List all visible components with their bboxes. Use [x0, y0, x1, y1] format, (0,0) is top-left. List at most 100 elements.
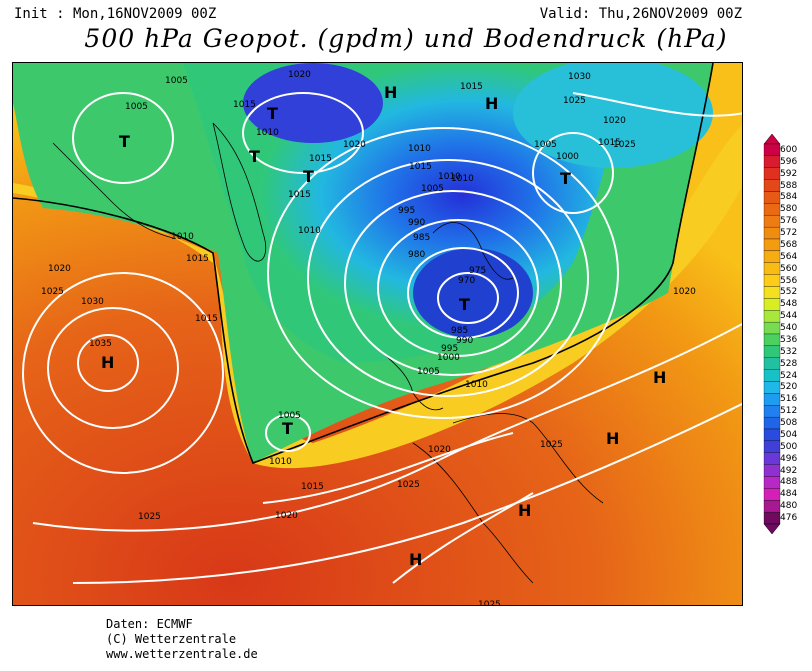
isobar-label: 1025 — [563, 96, 586, 106]
colorbar-swatch — [763, 191, 781, 204]
valid-time: Valid: Thu,26NOV2009 00Z — [539, 6, 742, 22]
colorbar-swatch — [763, 511, 781, 525]
colorbar-swatch — [763, 203, 781, 216]
colorbar-label: 580 — [780, 204, 798, 215]
colorbar-label: 556 — [780, 275, 798, 286]
colorbar-swatch — [763, 238, 781, 252]
colorbar-bottom-arrow — [763, 523, 781, 534]
high-center-symbol: H — [518, 501, 531, 520]
colorbar-swatch — [763, 310, 781, 323]
deep-low-region — [243, 63, 383, 143]
colorbar-label: 512 — [780, 406, 798, 417]
isobar-label: 980 — [408, 250, 425, 260]
low-center-symbol: T — [267, 104, 278, 123]
colorbar-label: 524 — [780, 370, 798, 381]
isobar-label: 1005 — [421, 184, 444, 194]
isobar-label: 1015 — [233, 100, 256, 110]
isobar-label: 1020 — [288, 70, 311, 80]
isobar-labels: 1005 1005 1020 1015 1030 1025 1020 1015 … — [41, 70, 696, 605]
colorbar-label: 588 — [780, 180, 798, 191]
colorbar-swatch — [763, 464, 781, 477]
colorbar-label: 520 — [780, 382, 798, 393]
colorbar-label: 540 — [780, 323, 798, 334]
init-time: Init : Mon,16NOV2009 00Z — [14, 6, 217, 22]
colorbar-label: 600 — [780, 144, 798, 155]
colorbar-label: 532 — [780, 346, 798, 357]
isobar-label: 1020 — [343, 140, 366, 150]
colorbar-label: 516 — [780, 394, 798, 405]
isobar-label: 990 — [456, 336, 473, 346]
isobar-label: 1025 — [397, 480, 420, 490]
low-center-symbol: T — [303, 167, 314, 186]
isobar-label: 1020 — [48, 264, 71, 274]
isobar-label: 1020 — [673, 287, 696, 297]
chart-title: 500 hPa Geopot. (gpdm) und Bodendruck (h… — [84, 24, 728, 53]
footer-data-source: Daten: ECMWF — [106, 617, 193, 631]
high-center-symbol: H — [384, 83, 397, 102]
isobar-label: 1030 — [568, 72, 591, 82]
colorbar-swatch — [763, 357, 781, 370]
colorbar-label: 476 — [780, 513, 798, 524]
isobar-label: 995 — [441, 344, 458, 354]
isobar-label: 1005 — [125, 102, 148, 112]
colorbar-swatch — [763, 488, 781, 501]
colorbar-swatch — [763, 262, 781, 275]
colorbar-label: 500 — [780, 441, 798, 452]
isobar-label: 1015 — [409, 162, 432, 172]
weather-map[interactable]: 1005 1005 1020 1015 1030 1025 1020 1015 … — [12, 62, 743, 606]
isobar-label: 1015 — [288, 190, 311, 200]
isobar-label: 1035 — [89, 339, 112, 349]
colorbar-swatch — [763, 440, 781, 453]
552-boundary — [13, 63, 714, 465]
colorbar — [763, 134, 781, 534]
high-center-symbol: H — [653, 368, 666, 387]
isobar-label: 995 — [398, 206, 415, 216]
colorbar-label: 548 — [780, 299, 798, 310]
colorbar-label: 560 — [780, 263, 798, 274]
isobar-label: 985 — [413, 233, 430, 243]
colorbar-label: 528 — [780, 358, 798, 369]
low-center-symbol: T — [459, 295, 470, 314]
colorbar-swatch — [763, 226, 781, 240]
isobar-label: 1025 — [138, 512, 161, 522]
colorbar-swatch — [763, 298, 781, 311]
storm-center — [413, 248, 533, 338]
isobar-label: 970 — [458, 276, 475, 286]
colorbar-swatch — [763, 393, 781, 406]
colorbar-swatch — [763, 321, 781, 335]
colorbar-swatch — [763, 369, 781, 382]
colorbar-swatch — [763, 250, 781, 263]
isobar-label: 1010 — [171, 232, 194, 242]
colorbar-swatch — [763, 155, 781, 168]
cyan-region — [513, 63, 713, 168]
isobar-label: 1015 — [186, 254, 209, 264]
footer-website[interactable]: www.wetterzentrale.de — [106, 647, 258, 661]
isobar-label: 1030 — [81, 297, 104, 307]
isobar-label: 1010 — [298, 226, 321, 236]
isobar-label: 1010 — [408, 144, 431, 154]
isobar-label: 1010 — [465, 380, 488, 390]
colorbar-swatch — [763, 286, 781, 299]
isobar-label: 1010 — [451, 174, 474, 184]
colorbar-label: 592 — [780, 168, 798, 179]
low-center-symbol: T — [249, 147, 260, 166]
map-canvas: 1005 1005 1020 1015 1030 1025 1020 1015 … — [13, 63, 742, 605]
isobar-label: 1010 — [438, 172, 461, 182]
high-center-symbol: H — [101, 353, 114, 372]
colorbar-swatch — [763, 179, 781, 192]
colorbar-label: 584 — [780, 192, 798, 203]
colorbar-swatch — [763, 452, 781, 465]
colorbar-swatch — [763, 345, 781, 358]
colorbar-label: 496 — [780, 453, 798, 464]
colorbar-label: 480 — [780, 501, 798, 512]
colorbar-top-arrow — [763, 134, 781, 145]
colorbar-swatch — [763, 416, 781, 430]
colorbar-swatch — [763, 381, 781, 394]
isobar-label: 1025 — [613, 140, 636, 150]
colorbar-swatch — [763, 500, 781, 513]
colorbar-label: 576 — [780, 216, 798, 227]
pressure-centers: T T T T T T T H H H H H H H — [101, 83, 666, 569]
isobar-label: 1005 — [165, 76, 188, 86]
colorbar-swatch — [763, 333, 781, 347]
high-center-symbol: H — [606, 429, 619, 448]
